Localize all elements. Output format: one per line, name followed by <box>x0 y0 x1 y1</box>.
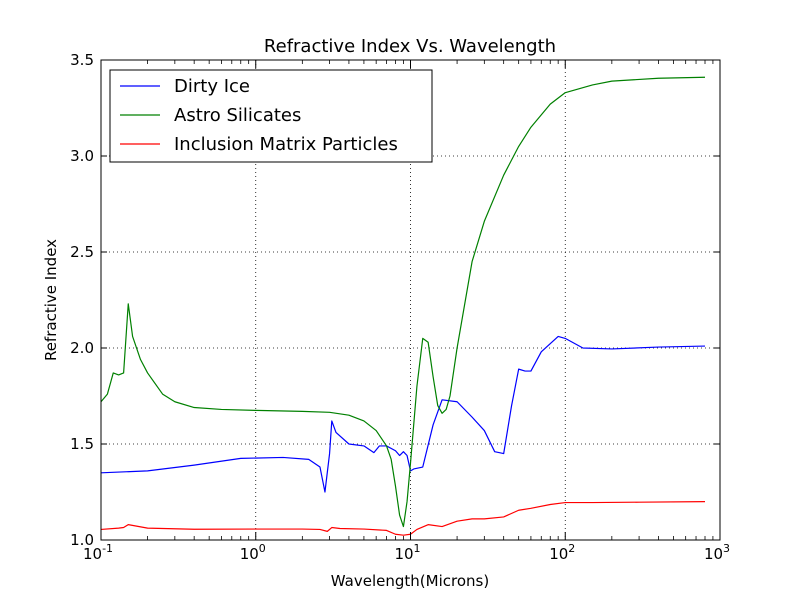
dirty-ice-line <box>100 335 706 493</box>
y-tick-label: 2.0 <box>70 339 94 357</box>
legend: Dirty Ice Astro Silicates Inclusion Matr… <box>109 69 433 163</box>
inclusion-matrix-particles-line <box>100 501 706 536</box>
x-tick-label: 10-1 <box>83 542 113 563</box>
axis-ticks: 1.0 1.5 2.0 2.5 3.0 3.5 10-1 100 101 102 103 <box>70 51 730 563</box>
x-axis-label: Wavelength(Microns) <box>331 572 489 590</box>
y-tick-label: 3.0 <box>70 147 94 165</box>
astro-silicates-line <box>100 76 706 528</box>
x-tick-label: 100 <box>240 542 266 563</box>
chart-title: Refractive Index Vs. Wavelength <box>264 36 556 57</box>
x-tick-label: 101 <box>394 542 420 563</box>
series-lines <box>100 76 706 536</box>
y-tick-label: 3.5 <box>70 51 94 69</box>
legend-label-inclusion-matrix: Inclusion Matrix Particles <box>174 134 398 155</box>
y-tick-label: 1.0 <box>70 531 94 549</box>
legend-label-astro-silicates: Astro Silicates <box>174 105 301 126</box>
y-tick-label: 2.5 <box>70 243 94 261</box>
x-tick-label: 102 <box>549 542 575 563</box>
y-axis-label: Refractive Index <box>42 239 60 361</box>
y-tick-label: 1.5 <box>70 435 94 453</box>
x-tick-label: 103 <box>704 542 730 563</box>
legend-label-dirty-ice: Dirty Ice <box>174 76 250 97</box>
legend-box <box>109 69 433 163</box>
